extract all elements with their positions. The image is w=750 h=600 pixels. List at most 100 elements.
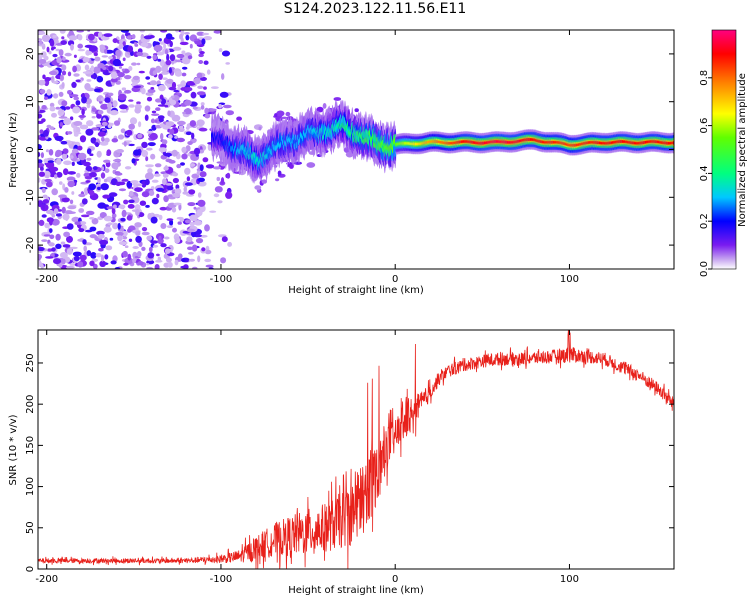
spectrogram-speckle: [146, 263, 150, 266]
spectrogram-speckle: [193, 206, 197, 210]
spectrogram-speckle: [152, 54, 158, 61]
colorbar-label: Normalized spectral amplitude: [737, 73, 748, 227]
spectrogram-speckle: [162, 173, 169, 178]
spectrogram-speckle: [147, 88, 156, 94]
spectrogram-speckle: [55, 233, 61, 241]
snr-y-label: SNR (10 * v/v): [8, 414, 19, 485]
spectrogram-speckle: [82, 71, 92, 74]
snr-y-tick-label: 150: [25, 436, 36, 455]
spectrogram-speckle: [86, 87, 95, 92]
spectrogram-speckle: [124, 89, 132, 94]
spectrogram-speckle: [99, 260, 107, 267]
spectrogram-speckle: [49, 102, 55, 108]
spectrogram-speckle: [261, 179, 267, 184]
spectrogram-speckle: [121, 87, 127, 91]
spectrogram-speckle: [120, 30, 130, 33]
spectrogram-speckle: [97, 202, 107, 209]
spectrogram-speckle: [213, 193, 220, 198]
spectrogram-speckle: [114, 163, 119, 170]
spectrogram-speckle: [126, 35, 132, 40]
spectrogram-speckle: [48, 149, 54, 156]
colorbar: 0.0 0.2 0.4 0.6 0.8 Normalized spectral ampl…: [699, 29, 748, 277]
spectrogram-speckle: [78, 228, 85, 233]
spectrogram-speckle: [187, 141, 193, 145]
spectrogram-speckle: [189, 221, 195, 227]
spectrogram-speckle: [51, 46, 56, 50]
spectrogram-speckle: [158, 73, 163, 80]
spectrogram-speckle: [181, 146, 187, 153]
spectrogram-speckle: [205, 264, 214, 268]
spectrogram-speckle: [58, 116, 68, 119]
spectrogram-speckle: [169, 99, 177, 106]
spectrogram-speckle: [154, 264, 160, 269]
spectrogram-speckle: [197, 199, 206, 207]
spectrogram-speckle: [210, 86, 219, 89]
spectrogram-speckle: [276, 110, 285, 117]
spectrogram-speckle: [200, 105, 205, 110]
spectrogram-speckle: [236, 116, 243, 121]
spectrogram-speckle: [115, 172, 123, 176]
spectrogram-speckle: [90, 74, 96, 79]
spectrogram-speckle: [196, 209, 203, 217]
spectrogram-speckle: [100, 166, 105, 171]
spectrogram-speckle: [160, 30, 168, 33]
spectrogram-speckle: [145, 76, 151, 80]
spectrogram-speckle: [99, 44, 105, 50]
spectrogram-speckle: [151, 113, 160, 116]
spectrogram-speckle: [46, 209, 54, 215]
spectrogram-speckle: [164, 236, 170, 240]
spectrogram-x-label: Height of straight line (km): [288, 285, 424, 296]
spectrogram-speckle: [163, 152, 173, 157]
spectrogram-speckle: [183, 186, 188, 192]
spectrogram-speckle: [172, 177, 179, 184]
spectrogram-speckle: [78, 193, 86, 198]
spectrogram-y-tick-label: 10: [25, 95, 36, 108]
spectrogram-speckle: [85, 165, 93, 172]
spectrogram-speckle: [213, 166, 222, 170]
spectrogram-speckle: [43, 158, 49, 164]
spectrogram-speckle: [109, 110, 119, 116]
spectrogram-speckle: [180, 265, 189, 269]
spectrogram-speckle: [195, 238, 204, 244]
spectrogram-speckle: [204, 224, 210, 232]
spectrogram-speckle: [127, 45, 134, 53]
spectrogram-speckle: [225, 110, 234, 116]
spectrogram-speckle: [143, 35, 153, 40]
spectrogram-speckle: [171, 207, 177, 213]
spectrogram-speckle: [62, 56, 66, 61]
spectrogram-speckle: [71, 161, 75, 166]
spectrogram-speckle: [141, 141, 148, 149]
spectrogram-speckle: [148, 190, 155, 196]
spectrogram-speckle: [155, 98, 162, 103]
spectrogram-speckle: [88, 190, 95, 196]
spectrogram-speckle: [160, 66, 168, 73]
spectrogram-speckle: [79, 135, 87, 143]
spectrogram-speckle: [118, 93, 127, 101]
spectrogram-speckle: [56, 171, 63, 178]
spectrogram-speckle: [53, 258, 61, 265]
spectrogram-speckle: [145, 204, 150, 208]
spectrogram-speckle: [73, 96, 79, 101]
spectrogram-speckle: [192, 106, 198, 110]
spectrogram-x-tick-label: -200: [35, 274, 58, 285]
spectrogram-speckle: [204, 249, 212, 255]
spectrogram-speckle: [187, 55, 193, 60]
spectrogram-speckle: [38, 254, 42, 260]
spectrogram-speckle: [55, 243, 62, 249]
spectrogram-speckle: [193, 220, 203, 226]
spectrogram-speckle: [182, 191, 189, 195]
spectrogram-speckle: [86, 250, 92, 257]
spectrogram-speckle: [197, 192, 202, 198]
spectrogram-speckle: [147, 168, 153, 174]
spectrogram-speckle: [189, 43, 193, 49]
spectrogram-speckle: [55, 106, 60, 110]
snr-y-tick-label: 200: [25, 395, 36, 414]
spectrogram-speckle: [177, 221, 182, 225]
spectrogram-speckle: [74, 221, 81, 225]
spectrogram-speckle: [146, 266, 153, 269]
spectrogram-speckle: [61, 70, 67, 76]
spectrogram-speckle: [181, 50, 186, 55]
spectrogram-speckle: [124, 257, 134, 265]
spectrogram-speckle: [221, 73, 225, 80]
spectrogram-speckle: [75, 79, 81, 83]
